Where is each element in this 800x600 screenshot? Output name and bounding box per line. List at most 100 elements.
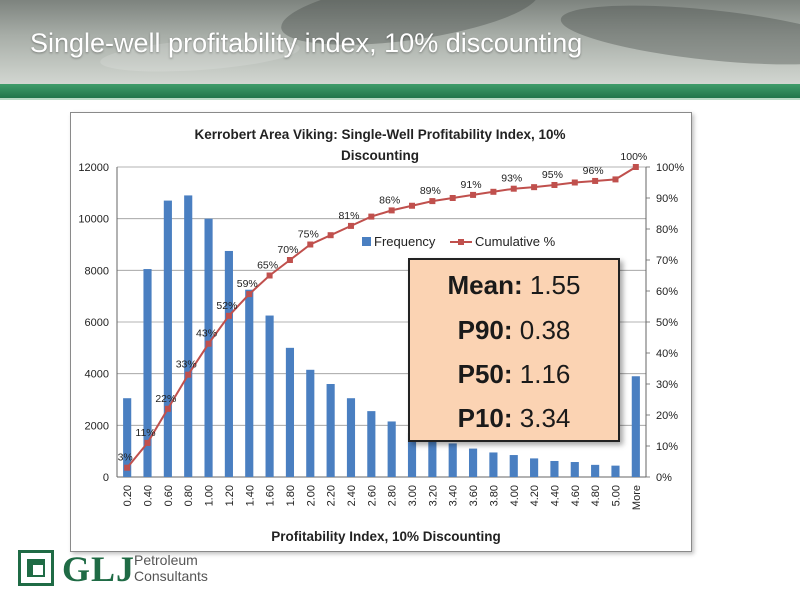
x-tick-label: 3.60 (468, 485, 480, 506)
cumulative-line (126, 166, 637, 469)
y2-tick-label: 10% (656, 441, 678, 453)
x-tick-label: 2.20 (326, 485, 338, 506)
mean-stat: Mean: 1.55 (410, 270, 618, 301)
mean-value: 1.55 (529, 270, 581, 300)
x-tick-label: 3.40 (448, 485, 460, 506)
x-tick-label: 4.80 (590, 485, 602, 506)
x-tick-label: 4.20 (529, 485, 541, 506)
header-accent-line (0, 98, 800, 100)
statistics-box: Mean: 1.55 P90: 0.38 P50: 1.16 P10: 3.34 (408, 258, 620, 442)
frequency-bar (509, 455, 518, 477)
y2-tick-label: 30% (656, 379, 678, 391)
frequency-bar (631, 376, 640, 477)
x-tick-label: 2.60 (366, 485, 378, 506)
frequency-bar (143, 269, 152, 477)
frequency-bar (184, 195, 193, 477)
p90-label: P90: (457, 315, 513, 345)
y2-tick-label: 80% (656, 224, 678, 236)
cumulative-point-label: 96% (583, 165, 604, 177)
chart-title-line2: Discounting (341, 148, 419, 163)
y-tick-label: 4000 (85, 369, 109, 381)
p50-stat: P50: 1.16 (410, 359, 618, 390)
cumulative-point-label: 100% (620, 151, 647, 163)
cumulative-point-label: 59% (237, 278, 258, 290)
x-tick-label: 3.20 (427, 485, 439, 506)
x-tick-label: 4.60 (570, 485, 582, 506)
frequency-bar (387, 421, 396, 477)
y2-tick-label: 70% (656, 255, 678, 267)
cumulative-point-label: 22% (155, 393, 176, 405)
logo-mark-icon (18, 550, 54, 586)
x-tick-label: 1.80 (285, 485, 297, 506)
cumulative-point (449, 195, 456, 201)
frequency-bar (448, 443, 457, 477)
cumulative-point-label: 91% (461, 179, 482, 191)
frequency-bar (611, 465, 620, 477)
y2-tick-label: 50% (656, 317, 678, 329)
x-tick-label: 0.20 (122, 485, 134, 506)
logo-wordmark: GLJ (62, 549, 136, 589)
y-tick-label: 0 (103, 472, 109, 484)
x-tick-label: 2.00 (305, 485, 317, 506)
frequency-bar (265, 315, 274, 477)
cumulative-point-label: 89% (420, 185, 441, 197)
cumulative-point (368, 213, 375, 220)
p50-value: 1.16 (519, 359, 571, 389)
logo-subtitle-line2: Consultants (134, 568, 208, 584)
frequency-bar (245, 289, 254, 477)
cumulative-point (592, 177, 599, 184)
frequency-bar (326, 384, 335, 477)
x-tick-label: 0.60 (163, 485, 175, 506)
y-tick-label: 8000 (85, 265, 109, 277)
frequency-bar (306, 369, 315, 477)
x-tick-label: 1.40 (244, 485, 256, 506)
frequency-bar (224, 250, 233, 477)
cumulative-point (347, 222, 354, 229)
cumulative-point-label: 3% (118, 452, 133, 464)
frequency-bar (489, 452, 498, 477)
slide-title: Single-well profitability index, 10% dis… (30, 28, 583, 58)
legend-frequency-swatch (362, 237, 371, 246)
chart: Kerrobert Area Viking: Single-Well Profi… (78, 127, 684, 544)
y-tick-label: 10000 (78, 214, 109, 226)
y-tick-label: 6000 (85, 317, 109, 329)
x-tick-label: 4.00 (509, 485, 521, 506)
chart-title-line1: Kerrobert Area Viking: Single-Well Profi… (194, 127, 565, 142)
x-tick-label: 0.40 (143, 485, 155, 506)
texture-streak (558, 0, 800, 76)
cumulative-point (327, 232, 334, 239)
cumulative-point (612, 176, 619, 183)
p10-stat: P10: 3.34 (410, 403, 618, 434)
cumulative-point (409, 202, 416, 209)
p90-value: 0.38 (519, 315, 571, 345)
p90-stat: P90: 0.38 (410, 315, 618, 346)
x-tick-label: 3.80 (488, 485, 500, 506)
frequency-bar (550, 460, 559, 477)
cumulative-point-label: 75% (298, 229, 319, 241)
frequency-bar (163, 200, 172, 477)
cumulative-point-label: 81% (338, 210, 359, 222)
y2-tick-label: 0% (656, 472, 672, 484)
x-axis-title: Profitability Index, 10% Discounting (271, 529, 501, 544)
x-tick-label: 3.00 (407, 485, 419, 506)
cumulative-point-label: 95% (542, 169, 563, 181)
cumulative-point (185, 371, 192, 378)
cumulative-point (429, 198, 436, 205)
x-tick-label: 5.00 (610, 485, 622, 506)
cumulative-point (510, 185, 517, 192)
frequency-bar (468, 448, 478, 477)
y2-tick-label: 20% (656, 410, 678, 422)
frequency-bar (428, 438, 437, 477)
p50-label: P50: (457, 359, 513, 389)
cumulative-point (470, 191, 477, 198)
frequency-bar (346, 398, 356, 477)
company-logo: GLJ Petroleum Consultants (14, 546, 294, 592)
cumulative-point (144, 439, 151, 446)
cumulative-point (490, 188, 497, 195)
frequency-bar (123, 398, 132, 477)
cumulative-point-label: 43% (196, 328, 217, 340)
header-accent-bar (0, 84, 800, 100)
cumulative-point (124, 464, 131, 471)
logo-subtitle-line1: Petroleum (134, 552, 198, 568)
x-tick-label: 1.20 (224, 485, 236, 506)
